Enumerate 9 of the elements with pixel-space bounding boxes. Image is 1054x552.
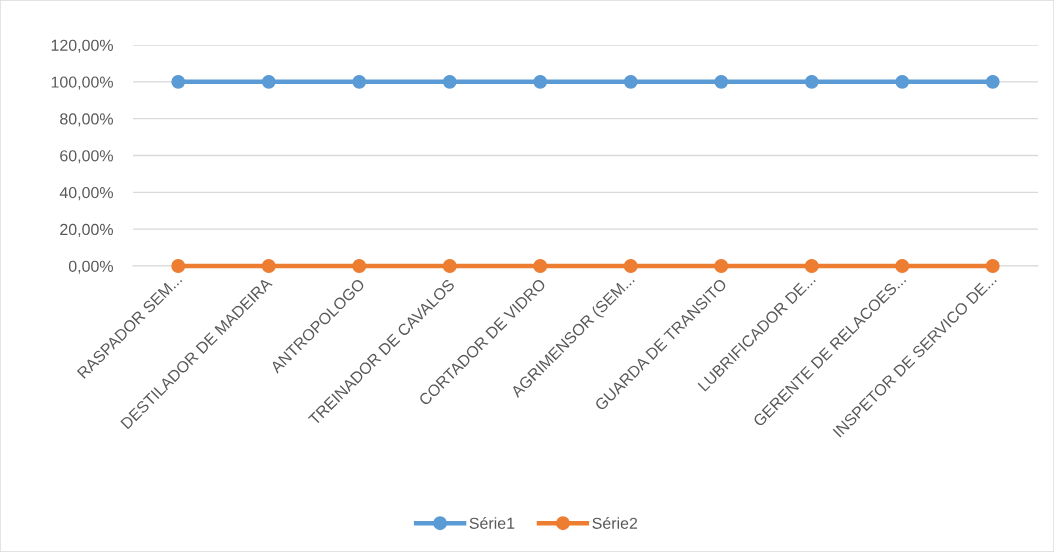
legend-label: Série2 xyxy=(592,517,638,529)
y-tick-label: 100,00% xyxy=(51,76,113,90)
y-tick-label: 120,00% xyxy=(51,39,113,53)
y-tick-label: 60,00% xyxy=(60,150,113,164)
y-tick-label: 40,00% xyxy=(59,186,113,201)
y-tick-label: 20,00% xyxy=(60,223,113,237)
y-tick-label: 80,00% xyxy=(60,113,113,127)
y-tick-label: 0,00% xyxy=(68,260,113,274)
legend-label: Série1 xyxy=(469,517,515,529)
